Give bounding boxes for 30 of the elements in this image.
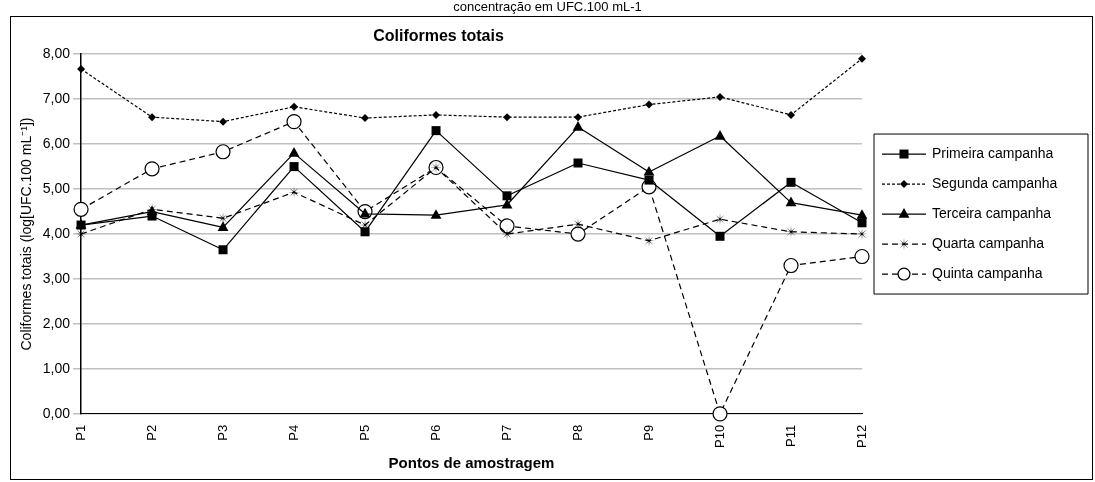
y-tick-label: 4,00 [42,224,71,241]
text: concentração em UFC.100 mL-1 [452,0,643,14]
y-axis-title: Coliformes totais (log[UFC.100 mL⁻¹]) [18,117,35,351]
x-tick-label: P12 [853,424,869,449]
legend-label: Quinta campanha [932,264,1043,281]
x-tick-label: P8 [569,424,585,441]
x-tick-label: P6 [427,424,443,441]
x-tick-label: P1 [72,424,88,441]
chart-title: Coliformes totais [373,27,504,45]
y-tick-label: 1,00 [42,359,71,376]
legend-label: Primeira campanha [932,144,1054,161]
legend-label: Segunda campanha [932,174,1058,191]
legend-label: Terceira campanha [932,204,1052,221]
y-tick-label: 8,00 [42,45,71,62]
x-tick-label: P5 [356,424,372,441]
y-tick-label: 7,00 [42,90,71,107]
x-tick-label: P7 [498,424,514,441]
legend-label: Quarta campanha [932,234,1045,251]
x-tick-label: P3 [214,424,230,441]
x-tick-label: P2 [143,424,159,441]
x-axis-title: Pontos de amostragem [388,454,555,472]
x-tick-label: P4 [285,424,301,441]
y-tick-label: 3,00 [42,269,71,286]
y-tick-label: 5,00 [42,179,71,196]
y-tick-label: 6,00 [42,134,71,151]
x-tick-label: P10 [711,424,727,449]
y-tick-label: 2,00 [42,314,71,331]
x-tick-label: P9 [640,424,656,441]
y-tick-label: 0,00 [42,404,71,421]
x-tick-label: P11 [782,424,798,448]
